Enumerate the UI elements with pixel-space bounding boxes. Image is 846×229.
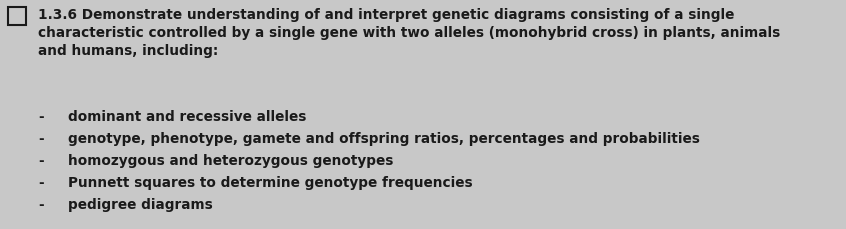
Text: -: - bbox=[38, 109, 44, 123]
Text: -: - bbox=[38, 197, 44, 211]
Text: dominant and recessive alleles: dominant and recessive alleles bbox=[68, 109, 306, 123]
Text: -: - bbox=[38, 153, 44, 167]
Text: characteristic controlled by a single gene with two alleles (monohybrid cross) i: characteristic controlled by a single ge… bbox=[38, 26, 780, 40]
Text: -: - bbox=[38, 131, 44, 145]
Text: 1.3.6 Demonstrate understanding of and interpret genetic diagrams consisting of : 1.3.6 Demonstrate understanding of and i… bbox=[38, 8, 734, 22]
Text: -: - bbox=[38, 175, 44, 189]
Bar bbox=[8, 8, 26, 26]
Text: pedigree diagrams: pedigree diagrams bbox=[68, 197, 212, 211]
Text: homozygous and heterozygous genotypes: homozygous and heterozygous genotypes bbox=[68, 153, 393, 167]
Text: genotype, phenotype, gamete and offspring ratios, percentages and probabilities: genotype, phenotype, gamete and offsprin… bbox=[68, 131, 700, 145]
Text: Punnett squares to determine genotype frequencies: Punnett squares to determine genotype fr… bbox=[68, 175, 473, 189]
Text: and humans, including:: and humans, including: bbox=[38, 44, 218, 58]
